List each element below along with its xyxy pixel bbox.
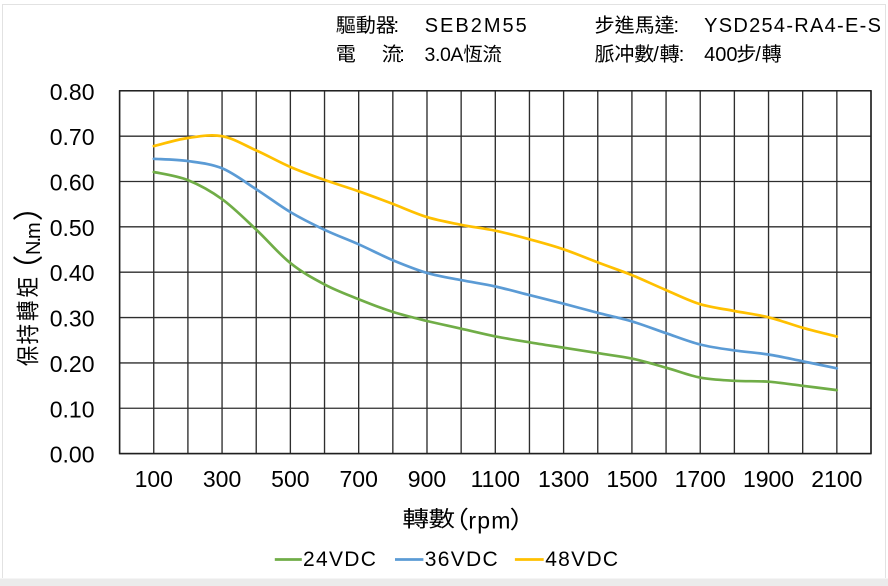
svg-text:1700: 1700 [675, 466, 726, 492]
svg-text:0.50: 0.50 [50, 215, 95, 241]
svg-text:24VDC: 24VDC [303, 548, 377, 571]
svg-text:0.80: 0.80 [50, 79, 95, 105]
svg-text:0.10: 0.10 [50, 396, 95, 422]
svg-text:900: 900 [408, 466, 446, 492]
svg-text:0.20: 0.20 [50, 351, 95, 377]
svg-text:0.30: 0.30 [50, 306, 95, 332]
svg-text::: : [674, 15, 680, 37]
svg-text:YSD254-RA4-E-S: YSD254-RA4-E-S [704, 15, 882, 37]
svg-text:1500: 1500 [606, 466, 657, 492]
svg-text:36VDC: 36VDC [425, 548, 499, 571]
svg-text:SEB2M55: SEB2M55 [425, 15, 529, 37]
svg-text:/: / [755, 44, 761, 66]
svg-text::: : [399, 44, 405, 66]
svg-text:1300: 1300 [538, 466, 589, 492]
svg-text:N.m: N.m [23, 223, 45, 255]
svg-text:2100: 2100 [811, 466, 862, 492]
svg-text:500: 500 [271, 466, 309, 492]
svg-text:0.40: 0.40 [50, 260, 95, 286]
svg-text:700: 700 [339, 466, 377, 492]
svg-text:0.70: 0.70 [50, 124, 95, 150]
svg-text:400: 400 [704, 44, 737, 66]
svg-text:rpm: rpm [468, 508, 511, 534]
svg-text:1100: 1100 [471, 466, 520, 492]
svg-text:48VDC: 48VDC [545, 548, 619, 571]
svg-text:100: 100 [135, 466, 173, 492]
svg-text:0.60: 0.60 [50, 170, 95, 196]
svg-text:300: 300 [203, 466, 241, 492]
svg-text:/: / [653, 44, 659, 66]
svg-text::: : [394, 15, 400, 37]
svg-text::: : [679, 44, 685, 66]
svg-text:1900: 1900 [743, 466, 794, 492]
svg-text:3.0A: 3.0A [425, 44, 464, 66]
svg-text:0.00: 0.00 [50, 442, 95, 468]
